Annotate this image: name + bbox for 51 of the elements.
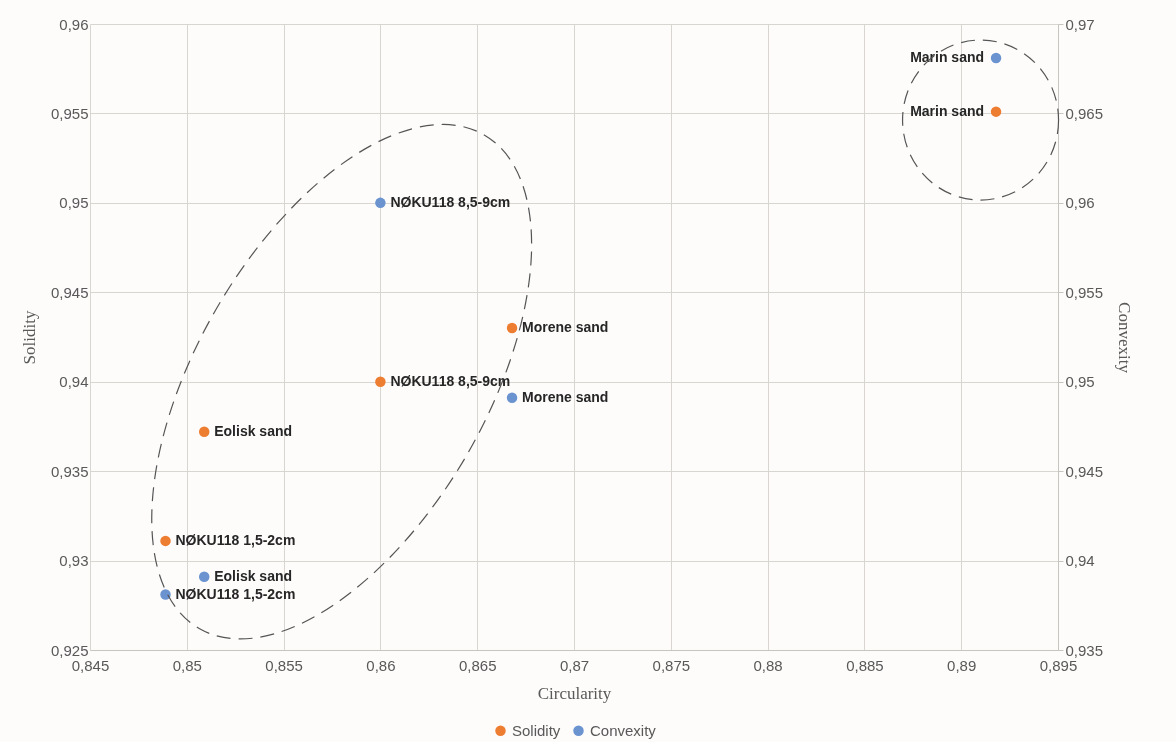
data-label: NØKU118 8,5-9cm — [390, 193, 511, 210]
y-tick-label: 0,94 — [59, 373, 89, 391]
point — [506, 322, 518, 334]
y-tick-label: 0,93 — [59, 552, 89, 570]
point — [160, 589, 171, 600]
point — [506, 392, 518, 404]
y-tick-label: 0,955 — [50, 104, 89, 122]
y-tick-label: 0,945 — [50, 283, 89, 301]
data-label: Eolisk sand — [214, 567, 293, 584]
y2-tick-label: 0,97 — [1065, 15, 1095, 33]
data-label: Morene sand — [522, 319, 609, 336]
data-label: Marin sand — [910, 102, 985, 119]
y2-tick-label: 0,965 — [1065, 104, 1104, 122]
x-tick-label: 0,87 — [559, 656, 590, 674]
point — [990, 106, 1002, 117]
data-label: NØKU118 8,5-9cm — [390, 372, 511, 389]
point — [375, 197, 386, 209]
y2-tick-label: 0,96 — [1065, 194, 1095, 212]
y2-tick-label: 0,935 — [1065, 641, 1104, 659]
point — [198, 571, 210, 582]
legend-label: Solidity — [512, 721, 561, 739]
x-tick-label: 0,865 — [458, 656, 497, 674]
y2-tick-label: 0,945 — [1065, 462, 1104, 480]
x-tick-label: 0,89 — [947, 656, 977, 674]
x-tick-label: 0,875 — [652, 656, 691, 674]
data-label: Morene sand — [522, 388, 609, 405]
y-tick-label: 0,935 — [50, 462, 89, 480]
y2-tick-label: 0,95 — [1065, 373, 1095, 391]
legend-label: Convexity — [590, 721, 657, 739]
point — [160, 535, 171, 547]
x-tick-label: 0,845 — [71, 656, 110, 674]
x-tick-label: 0,85 — [172, 656, 202, 674]
data-label: Marin sand — [910, 48, 985, 65]
data-label: NØKU118 1,5-2cm — [175, 531, 296, 548]
y-tick-label: 0,95 — [59, 194, 89, 212]
data-label: NØKU118 1,5-2cm — [175, 585, 296, 602]
data-label: Eolisk sand — [214, 422, 293, 439]
y2-axis-title: Convexity — [1115, 302, 1135, 374]
x-tick-label: 0,885 — [846, 656, 884, 674]
y2-tick-label: 0,955 — [1065, 283, 1104, 301]
y-tick-label: 0,925 — [50, 641, 89, 659]
x-tick-label: 0,86 — [366, 656, 396, 674]
point — [990, 52, 1002, 64]
point — [375, 376, 386, 387]
y-axis-title: Solidity — [19, 310, 39, 365]
x-tick-label: 0,88 — [753, 656, 783, 674]
y-tick-label: 0,96 — [59, 15, 89, 33]
x-axis-title: Circularity — [537, 683, 612, 703]
point — [198, 426, 210, 438]
x-tick-label: 0,855 — [265, 656, 303, 674]
y2-tick-label: 0,94 — [1065, 552, 1095, 570]
